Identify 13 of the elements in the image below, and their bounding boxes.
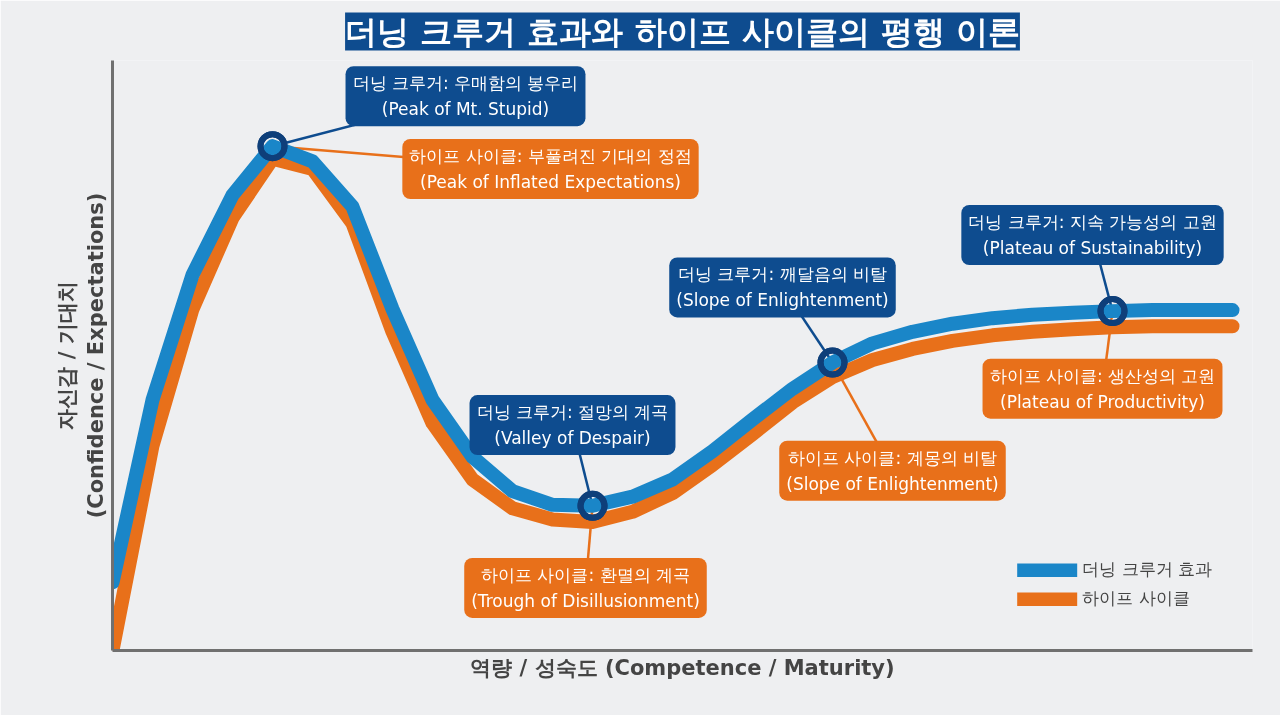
- text: 더닝 크루거: 우매함의 봉우리 (Peak of Mt. Stupid): [352, 73, 579, 120]
- legend-label: 더닝 크루거 효과: [1082, 558, 1212, 581]
- x-axis-title: 역량 / 성숙도 (Competence / Maturity): [470, 655, 895, 680]
- annotation: 더닝 크루거: 깨달음의 비탈 (Slope of Enlightenment): [676, 264, 889, 311]
- legend-label: 하이프 사이클: [1082, 587, 1190, 610]
- annotation: 하이프 사이클: 계몽의 비탈 (Slope of Enlightenment): [786, 447, 999, 494]
- y-axis-title: 자신감 / 기대치 (Confidence / Expectations): [54, 192, 108, 519]
- annotation: 하이프 사이클: 부풀려진 기대의 정점 (Peak of Inflated Expectations): [409, 145, 692, 192]
- annotation: 하이프 사이클: 환멸의 계곡 (Trough of Disillusionment): [471, 564, 700, 611]
- annotation: 더닝 크루거: 지속 가능성의 고원 (Plateau of Sustainability): [968, 212, 1217, 259]
- annotation: 더닝 크루거: 절망의 계곡 (Valley of Despair): [476, 402, 669, 449]
- chart-title: 더닝 크루거 효과와 하이프 사이클의 평행 이론: [345, 12, 1020, 51]
- annotation: 하이프 사이클: 생산성의 고원 (Plateau of Productivity): [989, 365, 1216, 412]
